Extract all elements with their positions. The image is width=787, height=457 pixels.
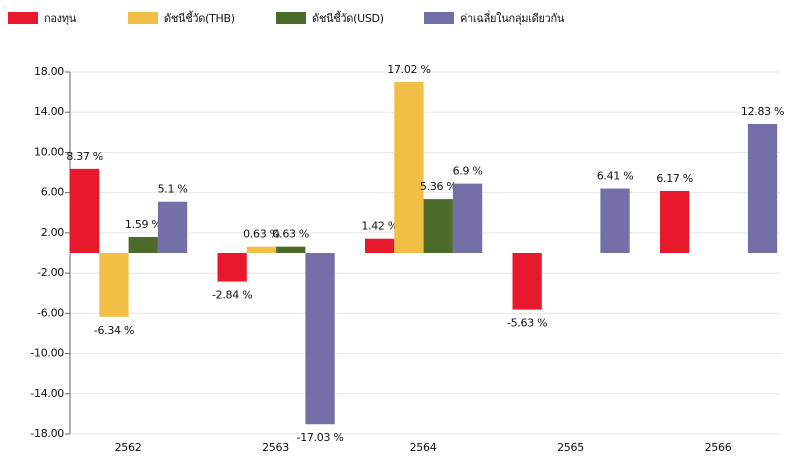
data-label: 0.63 % bbox=[243, 228, 280, 241]
y-tick-label: -14.00 bbox=[30, 387, 64, 400]
y-tick-label: -18.00 bbox=[30, 427, 64, 440]
bar bbox=[276, 246, 306, 253]
data-label: -17.03 % bbox=[297, 431, 344, 444]
y-tick-label: 6.00 bbox=[41, 186, 65, 199]
data-label: -5.63 % bbox=[507, 317, 547, 330]
data-label: -6.34 % bbox=[94, 324, 134, 337]
bar bbox=[747, 123, 778, 254]
data-label: 6.9 % bbox=[453, 165, 483, 178]
x-tick-label: 2565 bbox=[557, 441, 584, 454]
data-label: 5.36 % bbox=[420, 180, 457, 193]
legend-swatch bbox=[276, 12, 306, 24]
bar bbox=[365, 238, 395, 253]
legend-swatch bbox=[128, 12, 158, 24]
bar bbox=[157, 201, 188, 253]
data-label: 17.02 % bbox=[387, 63, 430, 76]
bar bbox=[217, 253, 247, 282]
bar bbox=[423, 199, 453, 253]
bar bbox=[305, 253, 335, 425]
data-label: 1.59 % bbox=[125, 218, 162, 231]
x-tick-label: 2563 bbox=[262, 441, 289, 454]
legend-swatch bbox=[8, 12, 38, 24]
y-tick-label: 18.00 bbox=[34, 65, 64, 78]
bar bbox=[246, 246, 277, 253]
bar bbox=[128, 237, 158, 253]
data-label: 6.41 % bbox=[597, 170, 634, 183]
bar bbox=[512, 253, 542, 310]
data-label: 1.42 % bbox=[361, 220, 398, 233]
data-label: 0.63 % bbox=[272, 228, 309, 241]
legend-label: ดัชนีชี้วัด(USD) bbox=[312, 10, 384, 25]
x-tick-label: 2566 bbox=[705, 441, 732, 454]
x-tick-label: 2564 bbox=[410, 441, 437, 454]
bar bbox=[452, 183, 483, 253]
data-label: 8.37 % bbox=[66, 150, 103, 163]
bar bbox=[600, 188, 630, 253]
y-tick-label: -6.00 bbox=[37, 306, 64, 319]
legend-label: กองทุน bbox=[44, 12, 77, 25]
legend-label: ดัชนีชี้วัด(THB) bbox=[164, 10, 235, 25]
data-label: 12.83 % bbox=[741, 105, 784, 118]
bar bbox=[660, 190, 690, 253]
bar bbox=[394, 81, 424, 253]
x-tick-label: 2562 bbox=[115, 441, 142, 454]
y-tick-label: 10.00 bbox=[34, 145, 64, 158]
bar bbox=[99, 253, 129, 317]
y-tick-label: 2.00 bbox=[41, 226, 65, 239]
y-tick-label: -2.00 bbox=[37, 266, 64, 279]
data-label: -2.84 % bbox=[212, 289, 252, 302]
legend-swatch bbox=[424, 12, 454, 24]
y-tick-label: -10.00 bbox=[30, 347, 64, 360]
bar bbox=[70, 168, 100, 253]
data-label: 5.1 % bbox=[158, 183, 188, 196]
legend-label: ค่าเฉลี่ยในกลุ่มเดียวกัน bbox=[460, 10, 565, 25]
data-label: 6.17 % bbox=[656, 172, 693, 185]
y-tick-label: 14.00 bbox=[34, 105, 64, 118]
